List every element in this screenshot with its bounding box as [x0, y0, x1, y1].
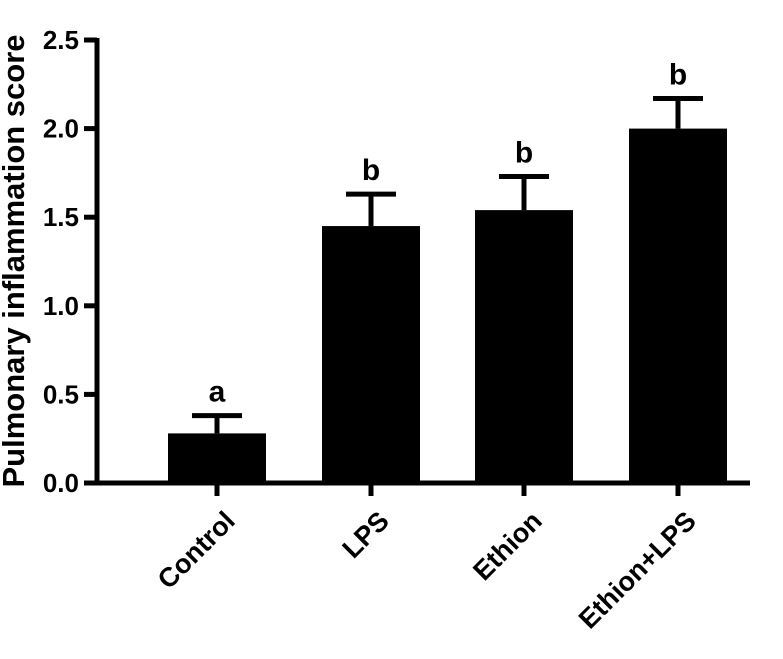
- y-tick-label: 2.0: [43, 114, 79, 144]
- y-tick-label: 1.0: [43, 291, 79, 321]
- significance-label: b: [515, 136, 533, 169]
- bar-ethion-lps: [629, 128, 727, 483]
- significance-label: b: [669, 58, 687, 91]
- y-tick-label: 1.5: [43, 202, 79, 232]
- x-category-label: Ethion: [467, 506, 548, 587]
- x-category-label: Ethion+LPS: [573, 506, 702, 635]
- y-tick-label: 2.5: [43, 25, 79, 55]
- y-tick-label: 0.5: [43, 379, 79, 409]
- y-tick-label: 0.0: [43, 468, 79, 498]
- y-axis: 0.0 0.5 1.0 1.5 2.0 2.5: [43, 25, 100, 498]
- bars-group: a b b b: [168, 58, 727, 483]
- x-axis: Control LPS Ethion Ethion+LPS: [94, 480, 750, 635]
- significance-label: a: [209, 376, 226, 409]
- x-category-label: Control: [152, 506, 241, 595]
- bar-control: [168, 433, 266, 483]
- bar-lps: [322, 226, 420, 483]
- significance-label: b: [362, 154, 380, 187]
- y-axis-title: Pulmonary inflammation score: [0, 34, 31, 487]
- x-category-label: LPS: [336, 506, 394, 564]
- bar-ethion: [475, 210, 573, 483]
